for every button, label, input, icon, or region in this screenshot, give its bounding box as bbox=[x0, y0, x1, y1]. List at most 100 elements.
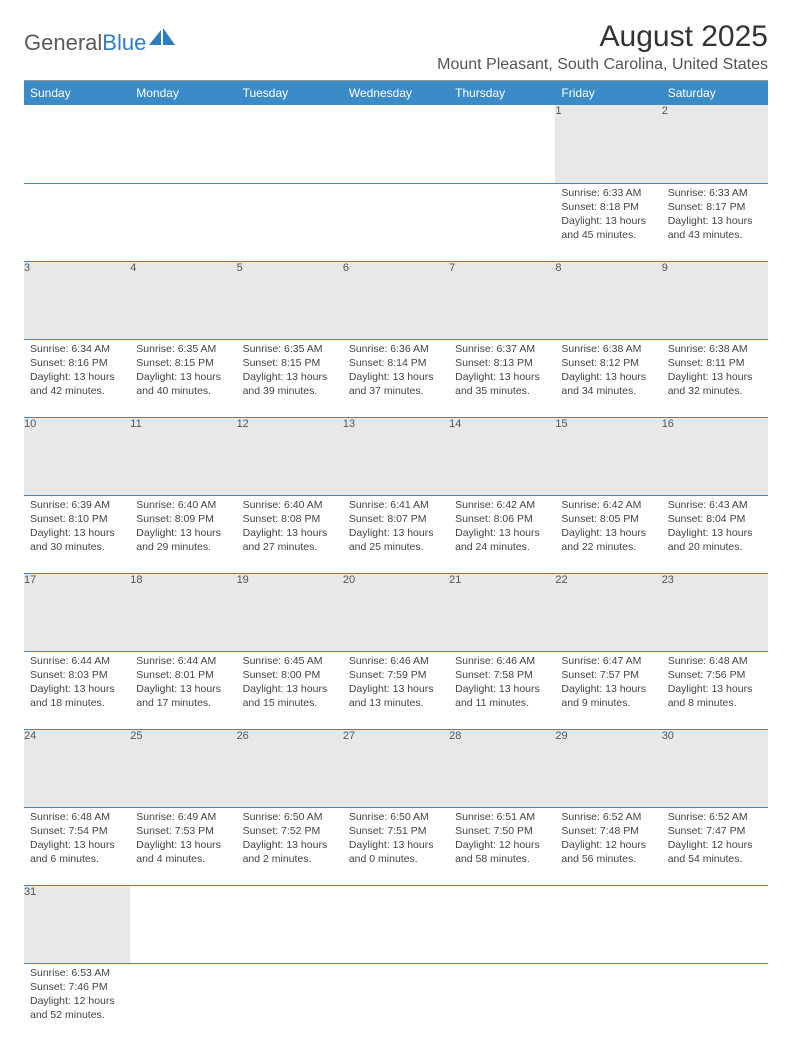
day-content-row: Sunrise: 6:44 AMSunset: 8:03 PMDaylight:… bbox=[24, 651, 768, 729]
sunset-line: Sunset: 8:18 PM bbox=[561, 200, 655, 214]
daylight-line: Daylight: 13 hours and 13 minutes. bbox=[349, 682, 443, 710]
sunset-line: Sunset: 7:56 PM bbox=[668, 668, 762, 682]
daylight-line: Daylight: 13 hours and 34 minutes. bbox=[561, 370, 655, 398]
day-number-cell: 4 bbox=[130, 261, 236, 339]
location-subtitle: Mount Pleasant, South Carolina, United S… bbox=[437, 56, 768, 74]
cell-body: Sunrise: 6:50 AMSunset: 7:52 PMDaylight:… bbox=[237, 808, 343, 871]
day-number-cell bbox=[343, 885, 449, 963]
day-number-cell: 5 bbox=[237, 261, 343, 339]
sunrise-line: Sunrise: 6:34 AM bbox=[30, 342, 124, 356]
sunrise-line: Sunrise: 6:50 AM bbox=[243, 810, 337, 824]
calendar-cell bbox=[662, 963, 768, 1041]
sunrise-line: Sunrise: 6:42 AM bbox=[455, 498, 549, 512]
daylight-line: Daylight: 13 hours and 35 minutes. bbox=[455, 370, 549, 398]
sunrise-line: Sunrise: 6:49 AM bbox=[136, 810, 230, 824]
calendar-cell: Sunrise: 6:48 AMSunset: 7:54 PMDaylight:… bbox=[24, 807, 130, 885]
cell-body: Sunrise: 6:40 AMSunset: 8:08 PMDaylight:… bbox=[237, 496, 343, 559]
calendar-cell bbox=[130, 183, 236, 261]
day-number-cell: 8 bbox=[555, 261, 661, 339]
title-block: August 2025 Mount Pleasant, South Caroli… bbox=[437, 20, 768, 74]
logo-text-general: General bbox=[24, 30, 102, 56]
sunset-line: Sunset: 8:13 PM bbox=[455, 356, 549, 370]
sunset-line: Sunset: 7:50 PM bbox=[455, 824, 549, 838]
day-number-cell bbox=[237, 885, 343, 963]
daylight-line: Daylight: 13 hours and 18 minutes. bbox=[30, 682, 124, 710]
sunset-line: Sunset: 8:12 PM bbox=[561, 356, 655, 370]
daylight-line: Daylight: 13 hours and 15 minutes. bbox=[243, 682, 337, 710]
calendar-cell: Sunrise: 6:35 AMSunset: 8:15 PMDaylight:… bbox=[237, 339, 343, 417]
cell-body: Sunrise: 6:35 AMSunset: 8:15 PMDaylight:… bbox=[130, 340, 236, 403]
sunrise-line: Sunrise: 6:48 AM bbox=[668, 654, 762, 668]
cell-body: Sunrise: 6:50 AMSunset: 7:51 PMDaylight:… bbox=[343, 808, 449, 871]
daylight-line: Daylight: 13 hours and 29 minutes. bbox=[136, 526, 230, 554]
day-number-cell: 17 bbox=[24, 573, 130, 651]
cell-body: Sunrise: 6:41 AMSunset: 8:07 PMDaylight:… bbox=[343, 496, 449, 559]
day-number-cell: 3 bbox=[24, 261, 130, 339]
sunset-line: Sunset: 8:09 PM bbox=[136, 512, 230, 526]
calendar-cell: Sunrise: 6:50 AMSunset: 7:51 PMDaylight:… bbox=[343, 807, 449, 885]
day-number-cell: 11 bbox=[130, 417, 236, 495]
calendar-cell: Sunrise: 6:50 AMSunset: 7:52 PMDaylight:… bbox=[237, 807, 343, 885]
cell-body: Sunrise: 6:44 AMSunset: 8:01 PMDaylight:… bbox=[130, 652, 236, 715]
calendar-cell: Sunrise: 6:39 AMSunset: 8:10 PMDaylight:… bbox=[24, 495, 130, 573]
daylight-line: Daylight: 13 hours and 11 minutes. bbox=[455, 682, 549, 710]
daylight-line: Daylight: 12 hours and 56 minutes. bbox=[561, 838, 655, 866]
daylight-line: Daylight: 13 hours and 25 minutes. bbox=[349, 526, 443, 554]
day-number-cell: 28 bbox=[449, 729, 555, 807]
calendar-cell: Sunrise: 6:33 AMSunset: 8:17 PMDaylight:… bbox=[662, 183, 768, 261]
cell-body: Sunrise: 6:44 AMSunset: 8:03 PMDaylight:… bbox=[24, 652, 130, 715]
day-number-cell: 25 bbox=[130, 729, 236, 807]
daylight-line: Daylight: 13 hours and 32 minutes. bbox=[668, 370, 762, 398]
weekday-header: Friday bbox=[555, 81, 661, 105]
sunset-line: Sunset: 8:05 PM bbox=[561, 512, 655, 526]
sunrise-line: Sunrise: 6:36 AM bbox=[349, 342, 443, 356]
cell-body: Sunrise: 6:46 AMSunset: 7:58 PMDaylight:… bbox=[449, 652, 555, 715]
sunrise-line: Sunrise: 6:44 AM bbox=[136, 654, 230, 668]
sunset-line: Sunset: 8:03 PM bbox=[30, 668, 124, 682]
daylight-line: Daylight: 13 hours and 20 minutes. bbox=[668, 526, 762, 554]
sunset-line: Sunset: 8:10 PM bbox=[30, 512, 124, 526]
sunrise-line: Sunrise: 6:43 AM bbox=[668, 498, 762, 512]
sunset-line: Sunset: 8:06 PM bbox=[455, 512, 549, 526]
calendar-cell: Sunrise: 6:48 AMSunset: 7:56 PMDaylight:… bbox=[662, 651, 768, 729]
sunset-line: Sunset: 7:48 PM bbox=[561, 824, 655, 838]
weekday-header: Wednesday bbox=[343, 81, 449, 105]
sunset-line: Sunset: 8:04 PM bbox=[668, 512, 762, 526]
day-number-cell: 20 bbox=[343, 573, 449, 651]
calendar-cell: Sunrise: 6:47 AMSunset: 7:57 PMDaylight:… bbox=[555, 651, 661, 729]
calendar-cell: Sunrise: 6:35 AMSunset: 8:15 PMDaylight:… bbox=[130, 339, 236, 417]
daylight-line: Daylight: 13 hours and 2 minutes. bbox=[243, 838, 337, 866]
cell-body: Sunrise: 6:33 AMSunset: 8:18 PMDaylight:… bbox=[555, 184, 661, 247]
calendar-cell bbox=[130, 963, 236, 1041]
daylight-line: Daylight: 13 hours and 9 minutes. bbox=[561, 682, 655, 710]
calendar-cell: Sunrise: 6:40 AMSunset: 8:09 PMDaylight:… bbox=[130, 495, 236, 573]
daylight-line: Daylight: 12 hours and 54 minutes. bbox=[668, 838, 762, 866]
calendar-cell: Sunrise: 6:36 AMSunset: 8:14 PMDaylight:… bbox=[343, 339, 449, 417]
daylight-line: Daylight: 13 hours and 43 minutes. bbox=[668, 214, 762, 242]
day-number-cell bbox=[24, 105, 130, 183]
sunset-line: Sunset: 8:08 PM bbox=[243, 512, 337, 526]
day-number-row: 3456789 bbox=[24, 261, 768, 339]
calendar-cell bbox=[24, 183, 130, 261]
calendar-cell: Sunrise: 6:45 AMSunset: 8:00 PMDaylight:… bbox=[237, 651, 343, 729]
cell-body: Sunrise: 6:35 AMSunset: 8:15 PMDaylight:… bbox=[237, 340, 343, 403]
daylight-line: Daylight: 12 hours and 52 minutes. bbox=[30, 994, 124, 1022]
day-number-cell: 9 bbox=[662, 261, 768, 339]
day-number-cell bbox=[343, 105, 449, 183]
sunrise-line: Sunrise: 6:42 AM bbox=[561, 498, 655, 512]
weekday-header: Saturday bbox=[662, 81, 768, 105]
weekday-header-row: SundayMondayTuesdayWednesdayThursdayFrid… bbox=[24, 81, 768, 105]
daylight-line: Daylight: 13 hours and 45 minutes. bbox=[561, 214, 655, 242]
day-number-cell: 13 bbox=[343, 417, 449, 495]
calendar-cell: Sunrise: 6:46 AMSunset: 7:58 PMDaylight:… bbox=[449, 651, 555, 729]
day-number-cell: 16 bbox=[662, 417, 768, 495]
sunset-line: Sunset: 7:57 PM bbox=[561, 668, 655, 682]
day-number-cell: 22 bbox=[555, 573, 661, 651]
cell-body: Sunrise: 6:42 AMSunset: 8:06 PMDaylight:… bbox=[449, 496, 555, 559]
weekday-header: Monday bbox=[130, 81, 236, 105]
calendar-cell: Sunrise: 6:34 AMSunset: 8:16 PMDaylight:… bbox=[24, 339, 130, 417]
cell-body: Sunrise: 6:33 AMSunset: 8:17 PMDaylight:… bbox=[662, 184, 768, 247]
sunrise-line: Sunrise: 6:35 AM bbox=[243, 342, 337, 356]
cell-body: Sunrise: 6:51 AMSunset: 7:50 PMDaylight:… bbox=[449, 808, 555, 871]
daylight-line: Daylight: 13 hours and 8 minutes. bbox=[668, 682, 762, 710]
